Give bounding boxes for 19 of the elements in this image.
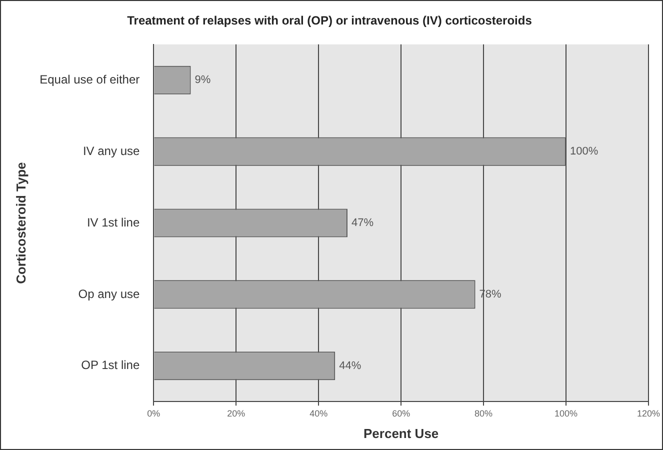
x-tick-label: 100%	[554, 408, 578, 418]
x-tick-label: 40%	[310, 408, 328, 418]
x-tick-label: 120%	[636, 408, 660, 418]
y-tick-label: IV 1st line	[86, 215, 140, 230]
y-tick-label: Equal use of either	[40, 72, 140, 86]
data-label: 47%	[351, 217, 374, 230]
data-label: 44%	[339, 360, 362, 372]
x-tick-label: 0%	[147, 408, 160, 418]
x-tick-label: 20%	[227, 408, 246, 418]
chart-title: Treatment of relapses with oral (OP) or intravenous (IV) corticosteroids	[127, 14, 532, 28]
y-tick-label: Op any use	[78, 286, 140, 301]
y-axis-title: Corticosteroid Type	[13, 162, 28, 284]
y-tick-label: IV any use	[82, 144, 140, 158]
y-tick-label: OP 1st line	[81, 358, 140, 372]
data-label: 9%	[194, 74, 211, 86]
x-tick-label: 80%	[474, 408, 493, 418]
data-label: 100%	[570, 146, 598, 158]
x-axis-title: Percent Use	[364, 426, 439, 441]
x-tick-label: 60%	[392, 408, 410, 418]
